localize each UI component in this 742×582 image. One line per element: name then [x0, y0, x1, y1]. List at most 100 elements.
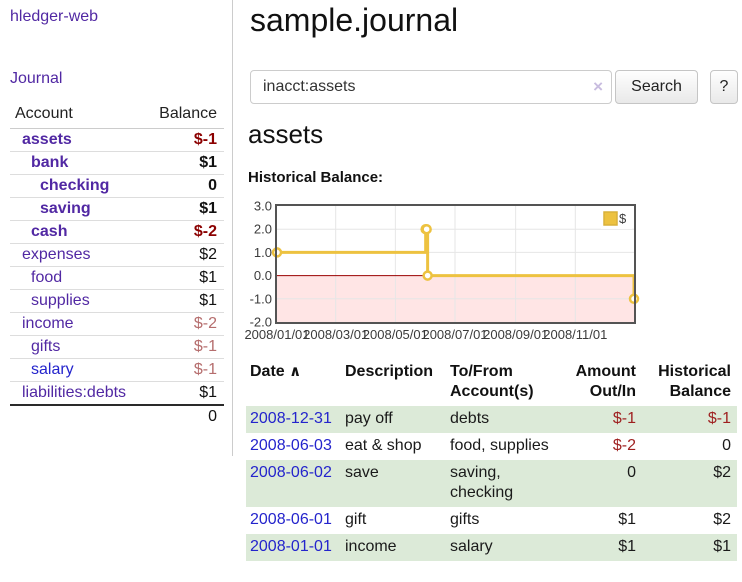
sidebar-nav: Journal [10, 70, 223, 88]
register-accounts-cell: salary [450, 538, 493, 555]
account-balance: $1 [148, 197, 224, 221]
register-balance-cell: $2 [713, 464, 731, 481]
register-amount-cell: $1 [618, 511, 636, 528]
account-link-bank[interactable]: bank [31, 154, 69, 171]
account-link-assets[interactable]: assets [22, 131, 72, 148]
account-link-expenses[interactable]: expenses [22, 246, 91, 263]
account-balance: $1 [148, 289, 224, 313]
transaction-date-link[interactable]: 2008-01-01 [250, 538, 332, 555]
account-row: checking 0 [10, 174, 224, 198]
historical-balance-chart: $3.0 2.0 1.0 0.0 -1.0 -2.0 2008/01/01 2008/03/0… [240, 200, 742, 348]
account-link-salary[interactable]: salary [31, 361, 74, 378]
register-table: Date ∧ Description To/From Account(s) Am… [246, 360, 737, 561]
register-date-cell[interactable]: 2008-01-01 [246, 534, 341, 561]
help-button[interactable]: ? [710, 70, 738, 104]
transaction-date-link[interactable]: 2008-06-03 [250, 437, 332, 454]
y-tick-label: -1.0 [250, 291, 272, 306]
search-form: × Search ? [250, 70, 738, 104]
register-date-cell[interactable]: 2008-06-01 [246, 507, 341, 534]
y-tick-label: 2.0 [254, 222, 272, 237]
account-link-saving[interactable]: saving [40, 200, 91, 217]
account-row: gifts $-1 [10, 335, 224, 359]
account-balance: $-2 [148, 312, 224, 336]
account-total-row: 0 [10, 404, 224, 428]
account-row: salary $-1 [10, 358, 224, 382]
transaction-date-link[interactable]: 2008-06-01 [250, 511, 332, 528]
account-row: income $-2 [10, 312, 224, 336]
register-description-cell: pay off [345, 410, 393, 427]
date-column-header[interactable]: Date ∧ [250, 363, 302, 380]
account-row: cash $-2 [10, 220, 224, 244]
register-row[interactable]: 2008-01-01 income salary $1 $1 [246, 534, 737, 561]
data-point-marker [421, 223, 432, 235]
x-tick-label: 2008/11/01 [543, 327, 607, 342]
register-description-cell: eat & shop [345, 437, 422, 454]
register-date-cell[interactable]: 2008-06-02 [246, 460, 341, 507]
account-balance: $1 [148, 266, 224, 290]
x-tick-label: 2008/09/01 [483, 327, 548, 342]
sidebar: hledger-web Journal Account Balance asse… [0, 0, 233, 456]
register-row[interactable]: 2008-06-01 gift gifts $1 $2 [246, 507, 737, 534]
register-header-row: Date ∧ Description To/From Account(s) Am… [246, 360, 737, 406]
account-heading: assets [248, 119, 324, 149]
transaction-date-link[interactable]: 2008-06-02 [250, 464, 332, 481]
y-tick-label: -2.0 [250, 315, 272, 330]
register-balance-cell: $2 [713, 511, 731, 528]
account-link-food[interactable]: food [31, 269, 63, 286]
y-tick-label: 0.0 [254, 268, 272, 283]
register-description-cell: income [345, 538, 397, 555]
account-balance: $-1 [148, 128, 224, 152]
description-column-header: Description [345, 363, 434, 380]
data-point-marker [422, 270, 433, 281]
app-title-link[interactable]: hledger-web [10, 8, 99, 25]
register-balance-cell: $-1 [707, 410, 731, 427]
account-balance: $-1 [148, 335, 224, 359]
account-link-liabilities-debts[interactable]: liabilities:debts [22, 384, 127, 401]
account-column-header: Account [10, 105, 148, 129]
register-row[interactable]: 2008-06-02 save saving, checking 0 $2 [246, 460, 737, 507]
search-input[interactable] [250, 70, 612, 104]
account-link-checking[interactable]: checking [40, 177, 110, 194]
amount-column-header: Amount Out/In [575, 363, 636, 400]
account-balance: $-2 [148, 220, 224, 244]
account-row: liabilities:debts $1 [10, 382, 224, 406]
search-button[interactable]: Search [615, 70, 698, 104]
chart-frame [275, 204, 636, 324]
account-row: bank $1 [10, 151, 224, 175]
register-amount-cell: $-2 [612, 437, 636, 454]
x-tick-label: 2008/07/01 [422, 327, 487, 342]
register-row[interactable]: 2008-12-31 pay off debts $-1 $-1 [246, 406, 737, 433]
legend-swatch-icon [603, 211, 618, 226]
register-accounts-cell: debts [450, 410, 490, 427]
account-link-supplies[interactable]: supplies [31, 292, 90, 309]
account-link-income[interactable]: income [22, 315, 74, 332]
transaction-date-link[interactable]: 2008-12-31 [250, 410, 332, 427]
clear-search-icon[interactable]: × [593, 77, 603, 96]
balance-chart-canvas: $3.0 2.0 1.0 0.0 -1.0 -2.02008/01/012008/03/0… [244, 200, 640, 342]
account-balance: $-1 [148, 358, 224, 382]
register-row[interactable]: 2008-06-03 eat & shop food, supplies $-2 0 [246, 433, 737, 460]
register-date-cell[interactable]: 2008-12-31 [246, 406, 341, 433]
account-row: expenses $2 [10, 243, 224, 267]
balance-column-header: Balance [148, 105, 224, 129]
search-field-wrapper: × [250, 70, 612, 104]
register-accounts-cell: food, supplies [450, 437, 549, 454]
register-date-cell[interactable]: 2008-06-03 [246, 433, 341, 460]
register-balance-cell: $1 [713, 538, 731, 555]
accounts-column-header: To/From Account(s) [450, 363, 534, 400]
account-link-gifts[interactable]: gifts [31, 338, 61, 355]
y-tick-label: 3.0 [254, 200, 272, 214]
total-balance: 0 [148, 404, 224, 428]
account-table-header-row: Account Balance [10, 105, 224, 129]
chart-title: Historical Balance: [248, 169, 384, 186]
register-accounts-cell: gifts [450, 511, 480, 528]
register-balance-cell: 0 [722, 437, 731, 454]
page-title: sample.journal [250, 2, 459, 38]
x-tick-label: 2008/05/01 [363, 327, 428, 342]
account-balance: 0 [148, 174, 224, 198]
balance-column-header: Historical Balance [658, 363, 731, 400]
account-link-cash[interactable]: cash [31, 223, 68, 240]
account-row: food $1 [10, 266, 224, 290]
journal-link[interactable]: Journal [10, 70, 63, 87]
register-accounts-cell: saving, checking [450, 464, 514, 501]
